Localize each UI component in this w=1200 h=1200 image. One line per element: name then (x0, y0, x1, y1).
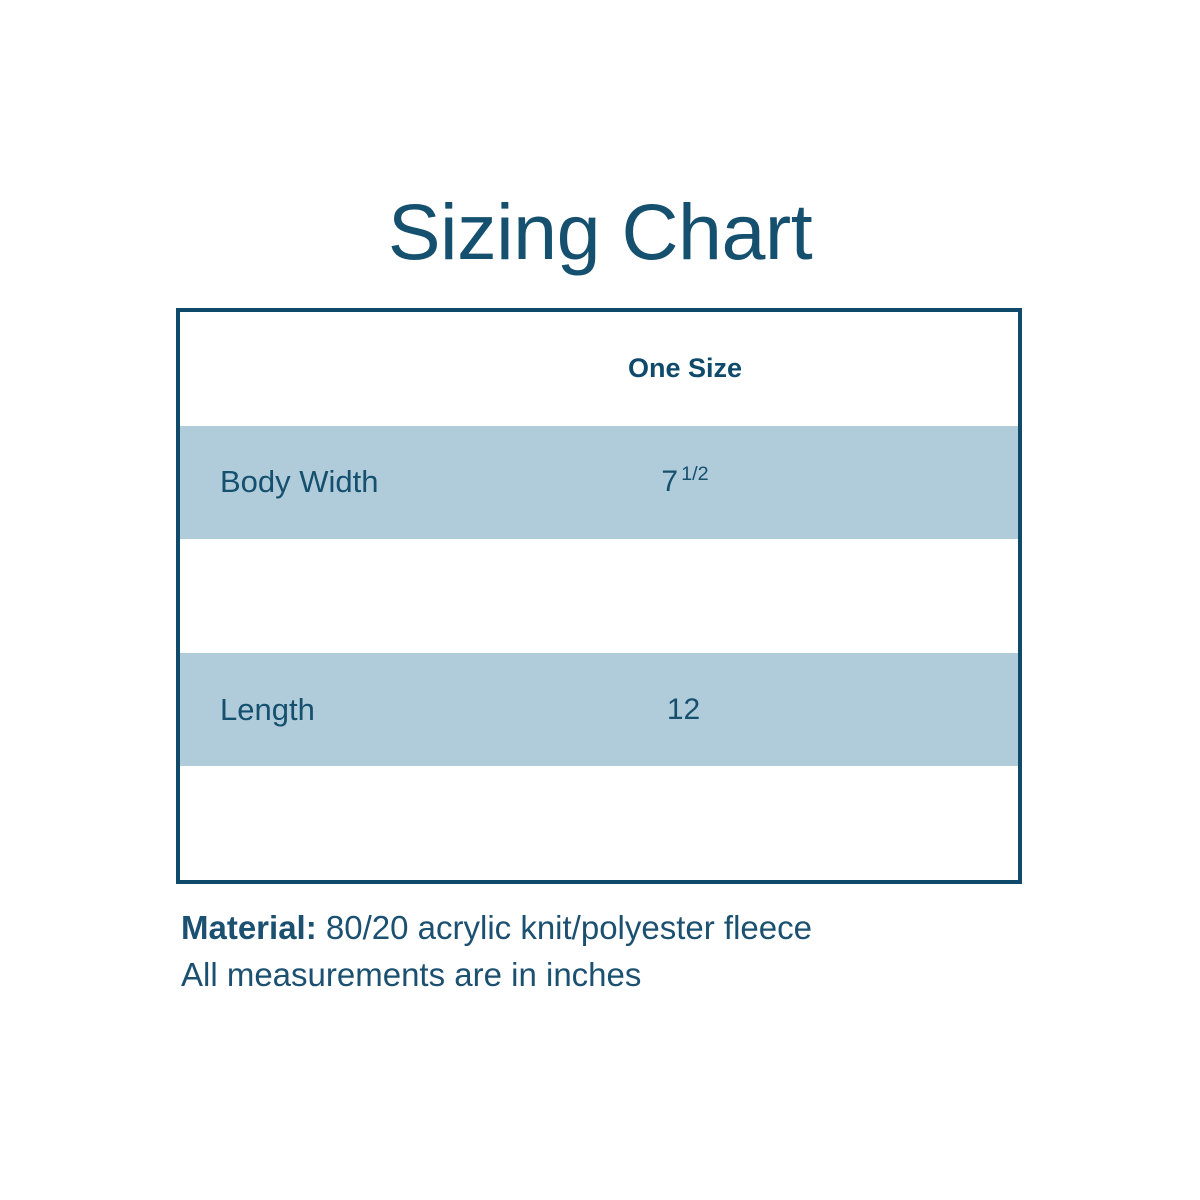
page-title: Sizing Chart (387, 187, 813, 276)
material-value: 80/20 acrylic knit/polyester fleece (325, 909, 812, 946)
row-label-body-width: Body Width (220, 464, 379, 500)
row-value-length: 12 (500, 693, 870, 727)
row-value-body-width: 7 1/2 (500, 463, 870, 499)
material-label: Material: (181, 909, 317, 946)
sizing-table: One Size Body Width 7 1/2 Length 12 (176, 308, 1022, 884)
table-row: Length 12 (180, 652, 1018, 767)
table-row (180, 766, 1018, 880)
column-header-one-size: One Size (627, 353, 743, 384)
table-header-row: One Size (180, 312, 1018, 426)
footer-notes: Material: 80/20 acrylic knit/polyester f… (181, 905, 1081, 999)
material-value-spacer (317, 909, 326, 946)
material-note: Material: 80/20 acrylic knit/polyester f… (181, 905, 1081, 952)
table-row: Body Width 7 1/2 (180, 425, 1018, 540)
row-label-length: Length (220, 691, 315, 727)
units-note: All measurements are in inches (181, 955, 642, 993)
table-row (180, 539, 1018, 653)
value-whole-number: 12 (666, 692, 701, 726)
value-fraction: 1/2 (681, 463, 709, 486)
value-whole-number: 7 (661, 465, 679, 499)
